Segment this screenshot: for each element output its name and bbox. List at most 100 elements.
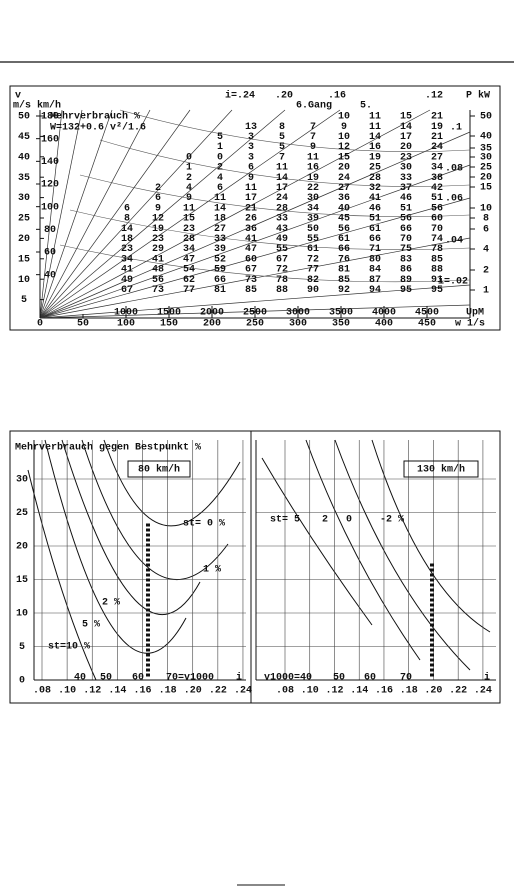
upm-tick-label: 3000	[286, 308, 310, 319]
x-tick-label: .08	[276, 686, 294, 697]
optimum-marker	[146, 658, 150, 662]
optimum-marker	[146, 628, 150, 632]
ms-tick-label: 5	[21, 295, 27, 306]
optimum-marker	[430, 633, 434, 637]
table-cell: 61	[307, 244, 319, 255]
optimum-marker	[430, 643, 434, 647]
optimum-marker	[430, 638, 434, 642]
table-cell: 19	[431, 122, 443, 133]
table-cell: 66	[400, 224, 412, 235]
optimum-marker	[146, 568, 150, 572]
x-tick-label: 200	[203, 319, 221, 330]
table-cell: 75	[400, 244, 412, 255]
table-cell: 11	[276, 163, 288, 174]
table-cell: 11	[214, 193, 226, 204]
optimum-marker	[146, 558, 150, 562]
optimum-marker	[430, 578, 434, 582]
table-cell: 6	[248, 163, 254, 174]
x-tick-label: .12	[83, 686, 101, 697]
kw-tick-label: 50	[480, 112, 492, 123]
table-cell: 47	[245, 244, 257, 255]
table-cell: 21	[245, 203, 257, 214]
table-cell: 39	[307, 214, 319, 225]
optimum-marker	[146, 573, 150, 577]
optimum-marker	[146, 523, 150, 527]
upm-label: UpM	[466, 308, 484, 319]
x-tick-label: .20	[424, 686, 442, 697]
optimum-marker	[146, 578, 150, 582]
table-cell: 23	[121, 244, 133, 255]
table-cell: 17	[276, 183, 288, 194]
curve	[27, 469, 97, 681]
table-cell: 49	[121, 275, 133, 286]
figure-2-curves	[27, 439, 496, 681]
table-cell: 59	[214, 265, 226, 276]
table-cell: 55	[276, 244, 288, 255]
table-cell: 5	[279, 142, 285, 153]
table-cell: 9	[310, 142, 316, 153]
ms-tick-label: 10	[18, 275, 30, 286]
w-label: w 1/s	[455, 318, 485, 330]
optimum-marker	[146, 563, 150, 567]
x-tick-label: .16	[133, 686, 151, 697]
table-cell: 42	[431, 183, 443, 194]
optimum-marker	[146, 623, 150, 627]
ms-tick-label: 35	[18, 173, 30, 184]
optimum-marker	[430, 588, 434, 592]
note-title: Mehrverbrauch %	[50, 111, 140, 123]
table-cell: 72	[307, 254, 319, 265]
table-cell: 10	[338, 132, 350, 143]
table-cell: 72	[276, 265, 288, 276]
table-cell: 60	[245, 254, 257, 265]
ms-tick-label: 30	[18, 193, 30, 204]
table-cell: 28	[369, 173, 381, 184]
x-tick-label: .10	[301, 686, 319, 697]
y-tick-label: 30	[16, 475, 28, 486]
optimum-marker	[430, 613, 434, 617]
table-cell: 34	[431, 163, 443, 174]
curve-label: 0	[346, 515, 352, 526]
table-cell: 19	[307, 173, 319, 184]
kw-tick-label: 20	[480, 173, 492, 184]
table-cell: 26	[245, 214, 257, 225]
table-cell: 15	[338, 152, 350, 163]
table-cell: 1	[217, 142, 223, 153]
table-cell: 70	[431, 224, 443, 235]
curve-label: st= 5	[270, 515, 300, 526]
ms-tick-label: 25	[18, 214, 30, 225]
x-tick-label: .20	[184, 686, 202, 697]
kmh-tick-label: 180	[41, 112, 59, 123]
table-cell: 14	[369, 132, 381, 143]
x-tick-label: .12	[325, 686, 343, 697]
table-cell: 23	[152, 234, 164, 245]
kw-tick-label: 6	[483, 225, 489, 236]
table-cell: 27	[338, 183, 350, 194]
table-cell: 11	[369, 112, 381, 123]
x-tick-label: 400	[375, 319, 393, 330]
optimum-marker	[146, 538, 150, 542]
x-tick-label: .22	[449, 686, 467, 697]
table-cell: 19	[152, 224, 164, 235]
optimum-marker	[430, 628, 434, 632]
optimum-marker	[146, 633, 150, 637]
ratio-label: i=.02	[438, 276, 468, 288]
optimum-marker	[146, 548, 150, 552]
table-cell: 16	[369, 142, 381, 153]
power-curve	[79, 174, 471, 217]
x-tick-label: .24	[474, 686, 492, 697]
kw-tick-label: 35	[480, 144, 492, 155]
table-cell: 14	[400, 122, 412, 133]
table-cell: 12	[338, 142, 350, 153]
figure-1-curves	[36, 109, 475, 319]
y-tick-label: 15	[16, 575, 28, 586]
table-cell: 87	[369, 275, 381, 286]
table-cell: 25	[369, 163, 381, 174]
ratio-line	[39, 131, 471, 319]
table-cell: 90	[307, 285, 319, 296]
optimum-marker	[430, 598, 434, 602]
kmh-tick-label: 60	[44, 248, 56, 259]
table-cell: 86	[400, 265, 412, 276]
table-cell: 70	[400, 234, 412, 245]
table-cell: 89	[400, 275, 412, 286]
kw-tick-label: 4	[483, 245, 489, 256]
